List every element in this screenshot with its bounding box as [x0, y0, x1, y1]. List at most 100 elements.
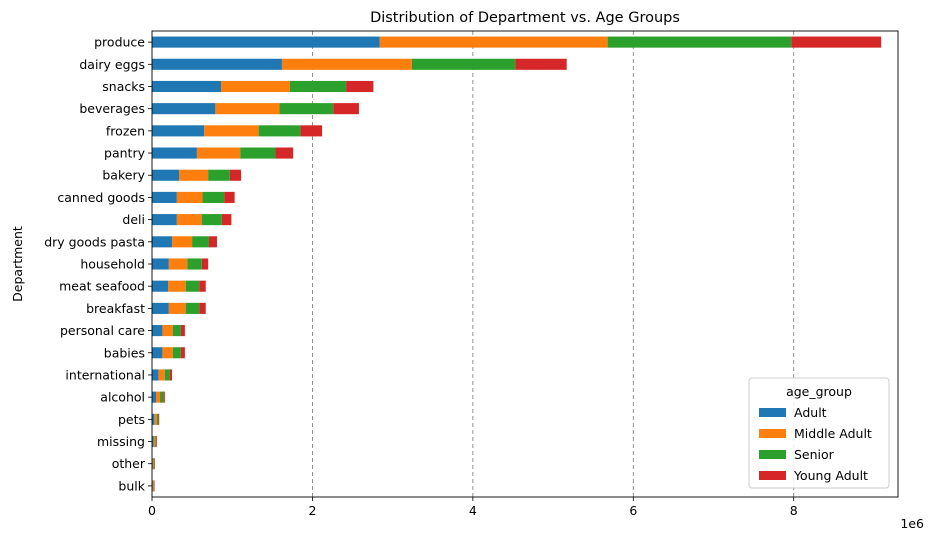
bar-adult	[152, 258, 169, 270]
y-tick-label: meat seafood	[59, 279, 145, 294]
bar-young-adult	[346, 80, 374, 93]
bar-young-adult	[199, 280, 206, 292]
bar-young-adult	[154, 480, 155, 492]
bar-middle-adult	[168, 302, 186, 314]
bar-senior	[187, 258, 202, 270]
bar-senior	[192, 236, 209, 248]
bar-senior	[185, 302, 200, 314]
bar-adult	[152, 347, 163, 359]
bar-senior	[201, 214, 222, 226]
bar-middle-adult	[196, 147, 241, 159]
bar-middle-adult	[179, 169, 209, 181]
bar-middle-adult	[215, 103, 280, 115]
y-tick-label: alcohol	[100, 390, 145, 405]
bar-adult	[152, 36, 380, 48]
bar-young-adult	[163, 391, 165, 403]
legend-swatch	[759, 429, 786, 438]
bar-adult	[152, 58, 282, 70]
bar-young-adult	[156, 435, 157, 448]
bar-senior	[153, 480, 155, 492]
y-tick-label: dry goods pasta	[44, 234, 145, 249]
bar-adult	[152, 435, 154, 448]
bar-senior	[156, 413, 159, 425]
bar-senior	[411, 58, 516, 70]
bar-senior	[258, 125, 301, 137]
y-tick-label: snacks	[102, 79, 145, 94]
bar-young-adult	[224, 191, 235, 203]
y-tick-label: international	[65, 367, 145, 382]
bar-young-adult	[154, 458, 155, 470]
bar-young-adult	[208, 236, 217, 248]
x-tick-label: 0	[148, 503, 156, 518]
bar-middle-adult	[176, 214, 202, 226]
bar-young-adult	[515, 58, 567, 70]
bar-middle-adult	[156, 391, 161, 403]
bar-middle-adult	[172, 236, 193, 248]
x-tick-label: 4	[469, 503, 477, 518]
y-tick-label: frozen	[106, 123, 145, 138]
bar-young-adult	[158, 413, 160, 425]
bar-senior	[155, 435, 157, 448]
chart-title: Distribution of Department vs. Age Group…	[370, 10, 680, 26]
bar-senior	[289, 80, 347, 93]
legend-swatch	[759, 450, 786, 459]
y-tick-label: pantry	[104, 146, 146, 161]
y-tick-label: bakery	[102, 168, 145, 183]
bar-young-adult	[300, 125, 323, 137]
bar-young-adult	[333, 103, 359, 115]
bar-senior	[607, 36, 792, 48]
bar-adult	[152, 413, 155, 425]
legend-box	[748, 377, 890, 489]
bar-middle-adult	[379, 36, 608, 48]
bar-adult	[152, 169, 180, 181]
bar-young-adult	[169, 369, 173, 381]
bar-senior	[172, 347, 181, 359]
x-tick-label: 6	[629, 503, 637, 518]
y-tick-label: breakfast	[86, 301, 145, 316]
y-axis-label: Department	[10, 226, 25, 302]
plot-frame	[151, 30, 899, 498]
y-tick-label: personal care	[60, 323, 145, 338]
x-tick-label: 2	[308, 503, 316, 518]
bar-middle-adult	[176, 191, 203, 203]
bar-adult	[152, 325, 163, 337]
bar-senior	[172, 325, 181, 337]
y-tick-label: produce	[94, 35, 145, 50]
bar-young-adult	[180, 347, 185, 359]
bar-middle-adult	[168, 280, 186, 292]
y-tick-label: dairy eggs	[79, 57, 145, 72]
bar-middle-adult	[162, 325, 173, 337]
bar-adult	[152, 302, 169, 314]
x-scale-label: 1e6	[900, 516, 924, 531]
bar-senior	[279, 103, 334, 115]
bar-adult	[152, 214, 177, 226]
y-tick-label: household	[80, 257, 145, 272]
bar-senior	[153, 458, 155, 470]
bar-middle-adult	[168, 258, 188, 270]
bar-middle-adult	[154, 413, 157, 425]
bar-senior	[240, 147, 276, 159]
bar-senior	[164, 369, 170, 381]
legend-title: age_group	[786, 384, 852, 399]
bar-adult	[152, 391, 157, 403]
y-tick-label: beverages	[79, 101, 145, 116]
bar-middle-adult	[158, 369, 165, 381]
y-tick-label: deli	[122, 212, 145, 227]
bar-young-adult	[275, 147, 294, 159]
bar-senior	[185, 280, 200, 292]
legend-swatch	[759, 408, 786, 417]
y-tick-label: other	[112, 456, 146, 471]
legend-label: Adult	[794, 405, 827, 420]
bar-middle-adult	[152, 480, 154, 492]
bar-adult	[152, 103, 216, 115]
bar-middle-adult	[153, 435, 156, 448]
bar-senior	[160, 391, 164, 403]
legend-label: Senior	[794, 447, 835, 462]
bar-young-adult	[180, 325, 185, 337]
y-tick-label: babies	[104, 345, 145, 360]
legend-label: Middle Adult	[794, 426, 872, 441]
bar-senior	[202, 191, 225, 203]
bar-adult	[152, 125, 205, 137]
bar-adult	[152, 369, 159, 381]
